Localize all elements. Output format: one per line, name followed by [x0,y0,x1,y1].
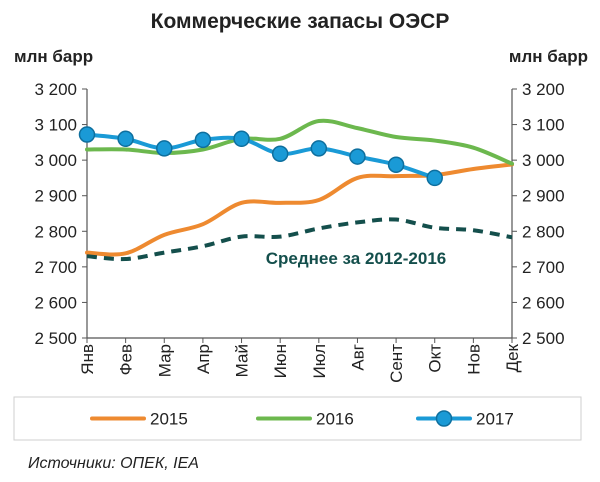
x-tick-label: Янв [78,344,97,375]
x-tick-label: Июн [271,344,290,378]
series-average-line [86,217,513,262]
left-tick-label: 2 700 [34,258,77,277]
right-axis-unit: млн барр [509,47,588,66]
series-2017-point [233,130,250,148]
series-2017-point [310,140,328,157]
left-axis-unit: млн барр [14,47,93,66]
x-tick-label: Окт [426,344,445,373]
series-2016-line [85,118,514,166]
left-tick-label: 2 800 [34,222,77,241]
series-lines [85,118,514,262]
series-2017-point [426,169,443,187]
left-tick-label: 2 500 [34,329,77,348]
left-tick-label: 2 600 [34,293,77,312]
series-2017-point [117,130,134,148]
x-tick-label: Авг [348,344,367,371]
series-2017-point [349,148,366,165]
source-note: Источники: ОПЕК, IEA [28,455,199,472]
left-tick-label: 3 200 [34,80,77,99]
x-tick-label: Сент [387,344,406,383]
right-tick-label: 3 100 [522,116,565,135]
series-2017-point [194,131,212,149]
left-tick-label: 3 100 [34,116,77,135]
legend: 2015 2016 2017 [90,410,514,429]
right-tick-label: 2 500 [522,329,565,348]
right-tick-label: 2 900 [522,187,565,206]
series-2017-line [85,132,437,180]
axes: 2 500 2 500 2 600 2 600 2 700 2 700 2 800 2 800… [34,80,564,383]
x-tick-label: Фев [117,344,136,375]
legend-marker-2017 [435,410,453,427]
legend-label-2015: 2015 [150,410,188,429]
right-tick-label: 3 000 [522,151,565,170]
right-tick-label: 3 200 [522,80,565,99]
left-tick-label: 3 000 [34,151,77,170]
series-2017-point [387,156,405,174]
chart-title: Коммерческие запасы ОЭСР [151,10,450,33]
series-2017-point [156,140,173,157]
x-tick-label: Нов [464,344,483,375]
x-tick-label: Июл [310,344,329,379]
series-2015-line [85,162,514,257]
series-2017-point [78,126,96,143]
right-tick-label: 2 800 [522,222,565,241]
average-annotation: Среднее за 2012-2016 [266,249,447,268]
x-tick-label: Мар [155,344,174,377]
right-tick-label: 2 600 [522,293,565,312]
x-tick-label: Май [233,344,252,377]
right-tick-label: 2 700 [522,258,565,277]
x-tick-label: Апр [194,344,213,374]
x-tick-label: Дек [503,343,522,372]
series-markers [78,126,443,187]
left-tick-label: 2 900 [34,187,77,206]
series-2017-point [271,145,289,162]
legend-label-2017: 2017 [476,410,514,429]
legend-label-2016: 2016 [316,410,354,429]
